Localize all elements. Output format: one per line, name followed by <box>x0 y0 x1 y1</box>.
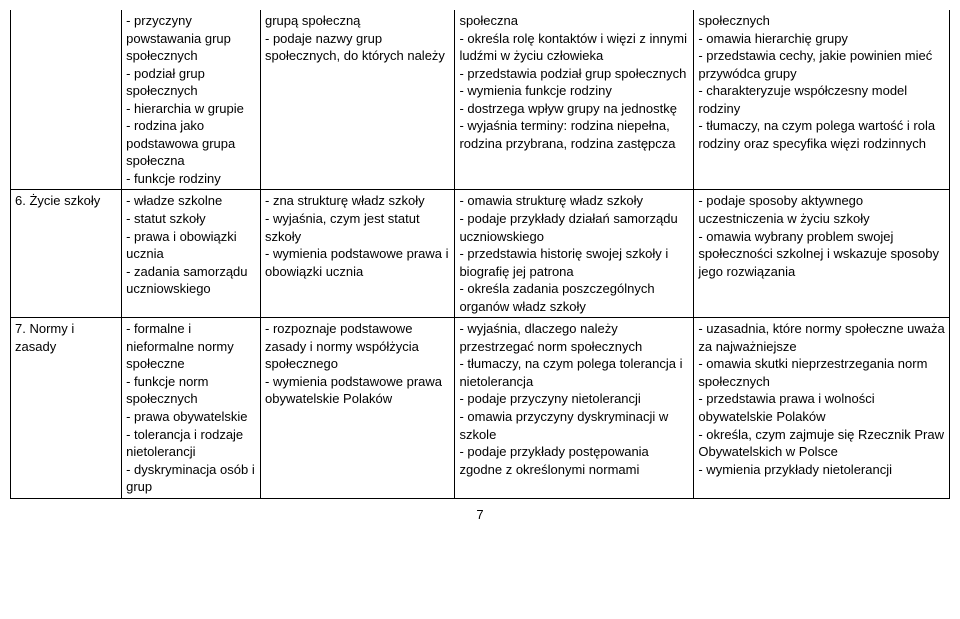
topic-cell: 7. Normy i zasady <box>11 318 122 498</box>
basic-cell: grupą społeczną- podaje nazwy grup społe… <box>261 10 455 190</box>
advanced-cell: społecznych- omawia hierarchię grupy- pr… <box>694 10 950 190</box>
curriculum-table: - przyczyny powstawania grup społecznych… <box>10 10 950 499</box>
table-row: 6. Życie szkoły- władze szkolne- statut … <box>11 190 950 318</box>
extended-cell: - omawia strukturę władz szkoły- podaje … <box>455 190 694 318</box>
concepts-cell: - przyczyny powstawania grup społecznych… <box>122 10 261 190</box>
table-row: 7. Normy i zasady- formalne i nieformaln… <box>11 318 950 498</box>
concepts-cell: - formalne i nieformalne normy społeczne… <box>122 318 261 498</box>
topic-cell <box>11 10 122 190</box>
concepts-cell: - władze szkolne- statut szkoły- prawa i… <box>122 190 261 318</box>
extended-cell: społeczna- określa rolę kontaktów i więz… <box>455 10 694 190</box>
basic-cell: - rozpoznaje podstawowe zasady i normy w… <box>261 318 455 498</box>
advanced-cell: - uzasadnia, które normy społeczne uważa… <box>694 318 950 498</box>
advanced-cell: - podaje sposoby aktywnego uczestniczeni… <box>694 190 950 318</box>
topic-cell: 6. Życie szkoły <box>11 190 122 318</box>
basic-cell: - zna strukturę władz szkoły- wyjaśnia, … <box>261 190 455 318</box>
extended-cell: - wyjaśnia, dlaczego należy przestrzegać… <box>455 318 694 498</box>
page-number: 7 <box>10 507 950 522</box>
table-row: - przyczyny powstawania grup społecznych… <box>11 10 950 190</box>
